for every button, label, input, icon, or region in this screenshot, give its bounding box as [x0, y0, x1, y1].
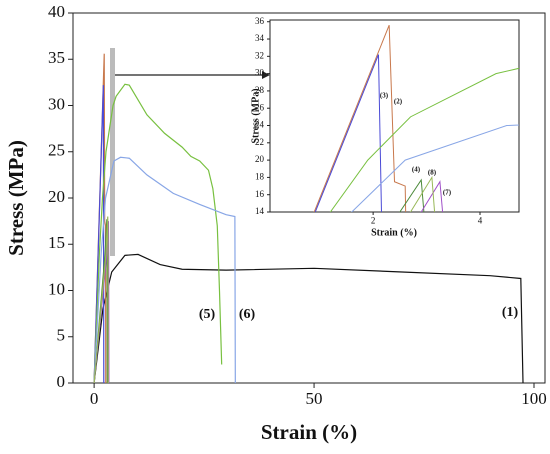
y-tick-label: 20 — [48, 187, 65, 206]
y-tick-label: 32 — [255, 50, 264, 60]
curves — [93, 53, 524, 383]
x-axis-label: Strain (%) — [261, 420, 357, 444]
series-line — [399, 178, 425, 212]
y-tick-label: 14 — [255, 206, 265, 216]
zoom-arrow-head — [262, 71, 270, 79]
series-line — [93, 83, 223, 383]
series-line — [409, 175, 436, 212]
inset-background — [270, 20, 519, 212]
series-label: (4) — [412, 166, 421, 174]
y-tick-label: 10 — [48, 279, 65, 298]
series-label: (1) — [502, 305, 519, 320]
y-tick-label: 28 — [255, 85, 265, 95]
x-axis-label: Strain (%) — [371, 227, 417, 238]
y-tick-label: 20 — [255, 154, 265, 164]
x-tick-label: 0 — [90, 389, 99, 408]
y-axis-label: Stress (MPa) — [4, 140, 28, 256]
series-line — [93, 156, 236, 383]
series-label: (3) — [380, 92, 389, 100]
y-tick-label: 5 — [57, 326, 66, 345]
curves — [313, 25, 519, 212]
series-line — [420, 180, 444, 212]
plot-frame — [269, 19, 520, 213]
zoom-marker — [110, 48, 115, 256]
y-tick-label: 30 — [255, 68, 265, 78]
series-line — [314, 54, 382, 212]
y-tick-label: 24 — [255, 120, 265, 130]
series-line — [93, 253, 524, 383]
series-line — [351, 124, 519, 212]
y-tick-label: 35 — [48, 48, 65, 67]
y-tick-label: 40 — [48, 2, 65, 21]
series-line — [329, 67, 519, 212]
y-tick-label: 22 — [255, 137, 264, 147]
y-tick-label: 0 — [57, 372, 66, 391]
series-label: (6) — [239, 307, 256, 322]
y-tick-label: 36 — [255, 16, 265, 26]
series-label: (5) — [199, 307, 216, 322]
y-tick-label: 26 — [255, 102, 265, 112]
y-tick-label: 16 — [255, 189, 265, 199]
y-tick-label: 18 — [255, 171, 265, 181]
y-tick-label: 30 — [48, 94, 65, 113]
y-tick-label: 15 — [48, 233, 65, 252]
series-label: (7) — [443, 189, 452, 197]
y-tick-label: 25 — [48, 141, 65, 160]
x-tick-label: 50 — [306, 389, 323, 408]
x-tick-label: 2 — [371, 215, 376, 225]
y-axis-label: Stress (MPa) — [250, 88, 261, 143]
series-line — [313, 25, 407, 212]
series-line — [93, 216, 109, 383]
x-tick-label: 100 — [521, 389, 547, 408]
series-label: (8) — [428, 169, 437, 177]
x-tick-label: 4 — [478, 215, 483, 225]
y-tick-label: 34 — [255, 33, 265, 43]
series-label: (2) — [394, 98, 403, 106]
